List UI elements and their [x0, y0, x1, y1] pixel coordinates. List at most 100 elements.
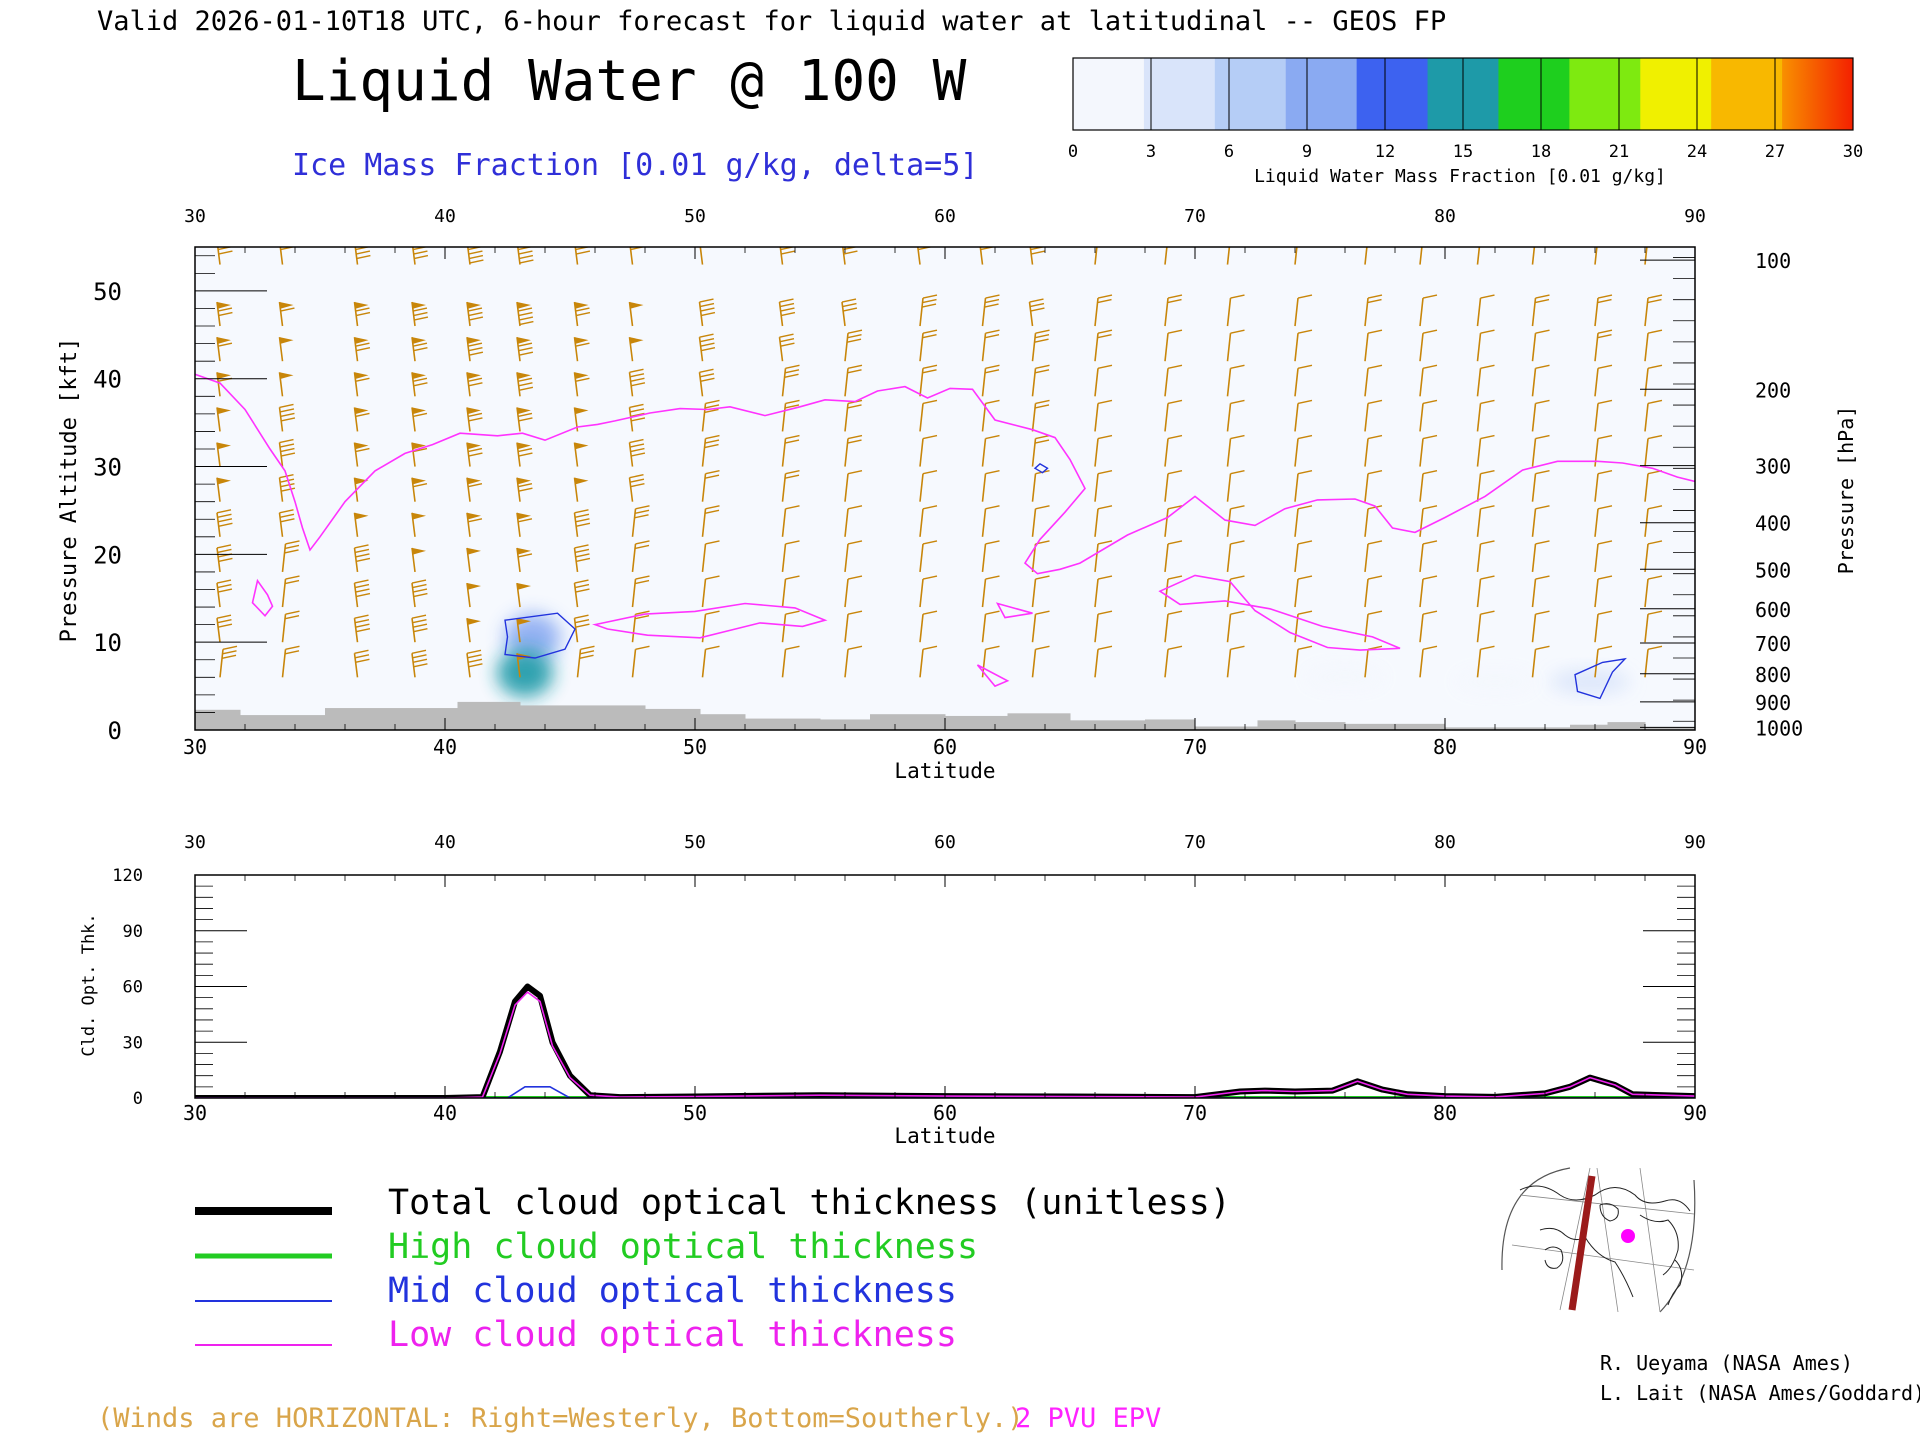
wind-barb	[1364, 294, 1383, 327]
wind-barb	[844, 469, 863, 502]
top-x-tick-label: 50	[683, 735, 707, 759]
epv-label: 2 PVU EPV	[1015, 1403, 1161, 1434]
wind-barb	[411, 301, 429, 327]
top-y-tick-label: 20	[93, 541, 122, 569]
wind-barb	[1094, 645, 1113, 678]
total-optical-thickness-line	[195, 983, 1695, 1098]
wind-barb	[1294, 399, 1313, 432]
wind-barb	[573, 509, 591, 537]
wind-barb	[1594, 469, 1613, 502]
wind-barb	[1031, 434, 1050, 467]
wind-barb	[701, 469, 720, 502]
wind-barb	[919, 505, 938, 537]
wind-barb	[516, 477, 533, 502]
wind-barb	[919, 329, 938, 362]
wind-barb	[278, 372, 294, 397]
pressure-tick-label: 1000	[1755, 716, 1803, 740]
optical-thickness-lines	[195, 983, 1695, 1098]
wind-barb	[1594, 610, 1613, 643]
wind-barbs	[216, 247, 1663, 678]
wind-barb	[216, 509, 233, 537]
wind-barb	[1531, 505, 1550, 537]
pressure-tick-label: 800	[1755, 663, 1791, 687]
pressure-tick-label: 300	[1755, 455, 1791, 479]
wind-barb	[281, 610, 300, 643]
wind-barb	[1594, 364, 1613, 397]
colorbar: 0 3 6 9 12 15 18 21 24 27 30	[1068, 57, 1863, 162]
wind-barb	[466, 477, 483, 502]
terrain-step	[700, 714, 746, 730]
wind-barb	[919, 399, 938, 432]
wind-barb	[1226, 247, 1231, 265]
wind-barb	[353, 544, 371, 573]
contours	[195, 373, 1695, 700]
wind-barb	[1419, 645, 1438, 678]
top-y-tick-label: 0	[108, 717, 122, 745]
wind-barb	[1364, 247, 1368, 265]
wind-barb	[919, 610, 938, 643]
wind-barb	[1419, 575, 1438, 608]
liquid-water-blob	[1305, 665, 1385, 690]
top-y-tick-label: 30	[93, 454, 122, 482]
wind-barb	[1476, 399, 1495, 432]
wind-barb	[1226, 399, 1245, 432]
credit-line-2: L. Lait (NASA Ames/Goddard)	[1600, 1381, 1920, 1405]
wind-barb	[573, 544, 591, 573]
wind-barb	[1294, 505, 1313, 537]
wind-barb	[1531, 247, 1536, 265]
terrain-mask	[195, 701, 1695, 730]
wind-barb	[1476, 610, 1495, 643]
valid-time-line: Valid 2026-01-10T18 UTC, 6-hour forecast…	[97, 6, 1446, 37]
wind-barb	[701, 505, 720, 537]
bottom-x-tick-label: 60	[933, 1101, 957, 1125]
wind-barb	[411, 649, 428, 678]
top-x-tick-label: 90	[1683, 735, 1707, 759]
wind-barb	[353, 512, 369, 537]
wind-barb	[1531, 610, 1550, 643]
wind-barb	[1094, 399, 1113, 432]
wind-barb	[278, 403, 296, 432]
terrain-step	[1645, 727, 1695, 730]
wind-barb	[216, 614, 233, 643]
wind-barb	[216, 337, 233, 362]
wind-barb	[1031, 505, 1050, 537]
wind-barb	[1094, 575, 1113, 608]
wind-barb	[631, 505, 650, 537]
wind-barb	[278, 337, 294, 362]
wind-barb	[573, 301, 591, 327]
top-ylabel: Pressure Altitude [kft]	[57, 338, 82, 643]
wind-barb	[1364, 610, 1383, 643]
colorbar-segment	[1569, 58, 1641, 130]
wind-barb	[411, 407, 428, 432]
wind-barb	[1164, 505, 1183, 537]
colorbar-tick-label: 18	[1531, 142, 1551, 162]
wind-barb	[466, 582, 481, 608]
liquid-water-blob	[1455, 669, 1535, 694]
wind-barb	[698, 368, 715, 397]
wind-barb	[516, 547, 533, 573]
wind-barb	[1419, 364, 1438, 397]
terrain-step	[645, 708, 701, 730]
wind-barb	[778, 333, 795, 362]
wind-barb	[781, 505, 800, 537]
wind-barb	[216, 544, 233, 573]
wind-barb	[1594, 575, 1613, 608]
wind-barb	[1226, 364, 1245, 397]
colorbar-tick-label: 6	[1224, 142, 1234, 162]
wind-barb	[216, 407, 231, 432]
colorbar-segment	[1073, 58, 1145, 130]
wind-barb	[631, 540, 650, 573]
epv-closed-contour	[592, 602, 828, 639]
ice-contour	[504, 612, 576, 659]
top-xlabel: Latitude	[894, 759, 995, 783]
wind-barb	[841, 298, 858, 327]
wind-barb	[1031, 645, 1050, 678]
wind-barb	[1476, 575, 1495, 608]
wind-barb	[1419, 434, 1438, 467]
wind-barb	[573, 614, 590, 643]
wind-barb	[1594, 247, 1598, 265]
terrain-step	[1195, 726, 1258, 730]
terrain-step	[870, 714, 946, 730]
winds-note: (Winds are HORIZONTAL: Right=Westerly, B…	[97, 1403, 1024, 1434]
wind-barb	[981, 294, 1000, 327]
